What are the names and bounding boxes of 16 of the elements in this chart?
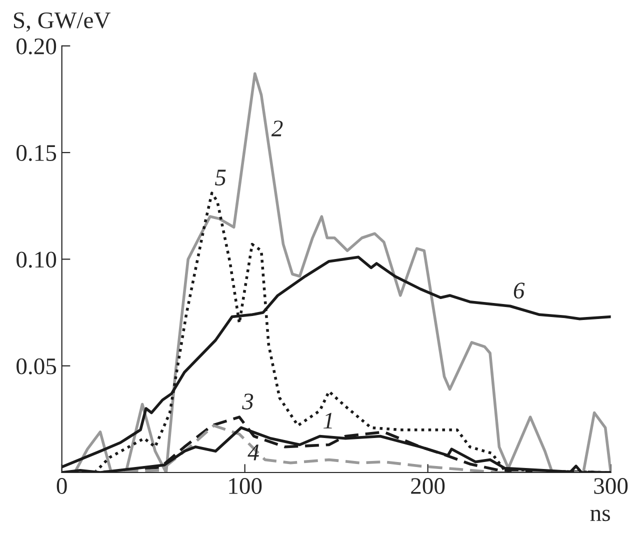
x-tick-label: 0 [56, 478, 67, 494]
annotation: 3 [242, 394, 254, 410]
annotation: 1 [323, 412, 332, 428]
x-tick-label: 100 [229, 478, 262, 494]
y-tick-label: 0.10 [16, 252, 56, 268]
annotation: 5 [215, 170, 226, 186]
y-tick-label: 0.15 [16, 145, 56, 162]
x-tick-label: 300 [594, 478, 628, 494]
y-axis-title: S, GW/eV [14, 12, 111, 32]
annotation: 6 [514, 282, 525, 299]
y-tick-label: 0.20 [16, 38, 56, 54]
annotation: 2 [271, 120, 283, 136]
x-axis-title: ns [590, 510, 610, 522]
annotation: 4 [248, 444, 259, 460]
x-tick-label: 200 [411, 478, 445, 494]
y-tick-label: 0.05 [16, 358, 56, 374]
